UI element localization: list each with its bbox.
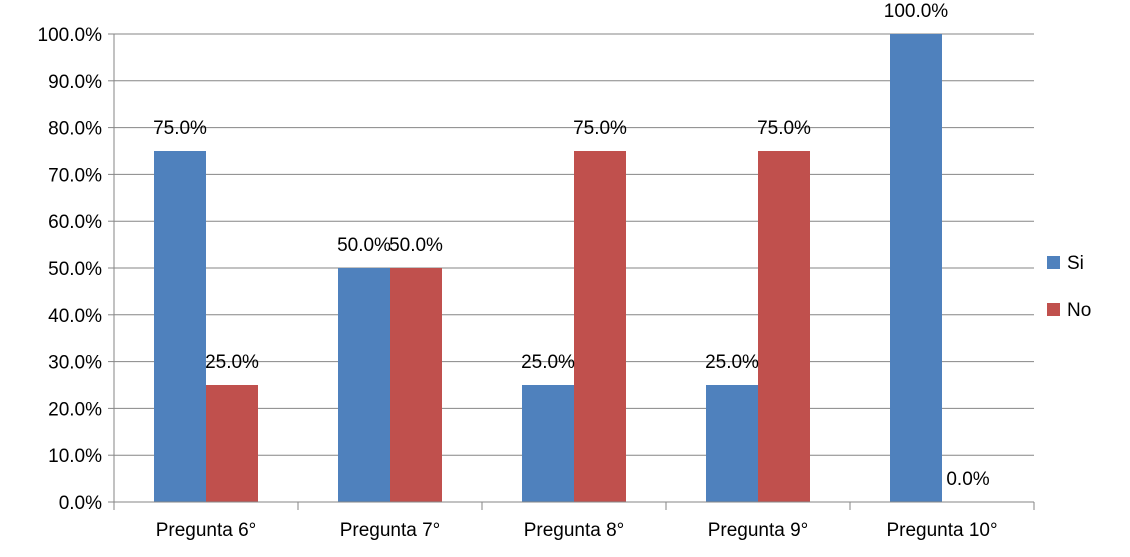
x-tick-label: Pregunta 8° <box>524 520 625 541</box>
y-tick-label: 40.0% <box>48 306 102 327</box>
x-tick-labels: Pregunta 6° Pregunta 7° Pregunta 8° Pregunt… <box>156 520 998 541</box>
bar-no-0 <box>206 385 258 502</box>
bars <box>154 34 942 502</box>
axes <box>108 33 1035 510</box>
data-label: 75.0% <box>757 118 811 139</box>
data-label: 0.0% <box>946 469 989 490</box>
y-tick-label: 100.0% <box>38 25 103 46</box>
y-tick-label: 70.0% <box>48 165 102 186</box>
x-tick-label: Pregunta 10° <box>886 520 997 541</box>
y-tick-labels: 0.0% 10.0% 20.0% 30.0% 40.0% 50.0% 60.0% 70.0% 8… <box>38 25 103 514</box>
data-label: 100.0% <box>884 1 949 22</box>
bar-si-3 <box>706 385 758 502</box>
x-tick-label: Pregunta 7° <box>340 520 441 541</box>
data-label: 75.0% <box>153 118 207 139</box>
bar-no-3 <box>758 151 810 502</box>
data-label: 25.0% <box>705 352 759 373</box>
y-tick-label: 50.0% <box>48 259 102 280</box>
bar-si-1 <box>338 268 390 502</box>
y-tick-label: 30.0% <box>48 353 102 374</box>
legend-swatch-no <box>1047 303 1060 316</box>
data-label: 50.0% <box>389 235 443 256</box>
data-label: 50.0% <box>337 235 391 256</box>
y-tick-label: 10.0% <box>48 446 102 467</box>
bar-si-0 <box>154 151 206 502</box>
bar-no-1 <box>390 268 442 502</box>
legend-label-no: No <box>1067 300 1091 321</box>
x-tick-label: Pregunta 9° <box>708 520 809 541</box>
data-label: 75.0% <box>573 118 627 139</box>
data-label: 25.0% <box>521 352 575 373</box>
y-tick-label: 80.0% <box>48 119 102 140</box>
legend-swatch-si <box>1047 256 1060 269</box>
y-tick-label: 90.0% <box>48 72 102 93</box>
bar-si-2 <box>522 385 574 502</box>
bar-no-2 <box>574 151 626 502</box>
legend-label-si: Si <box>1067 253 1084 274</box>
data-labels: 75.0% 25.0% 50.0%50.0% 25.0% 75.0% 25.0% 75.0%… <box>153 1 990 490</box>
bar-si-4 <box>890 34 942 502</box>
legend: Si No <box>1047 253 1091 321</box>
y-tick-label: 0.0% <box>59 493 102 514</box>
y-tick-label: 20.0% <box>48 399 102 420</box>
y-tick-label: 60.0% <box>48 212 102 233</box>
data-label: 25.0% <box>205 352 259 373</box>
x-tick-label: Pregunta 6° <box>156 520 257 541</box>
